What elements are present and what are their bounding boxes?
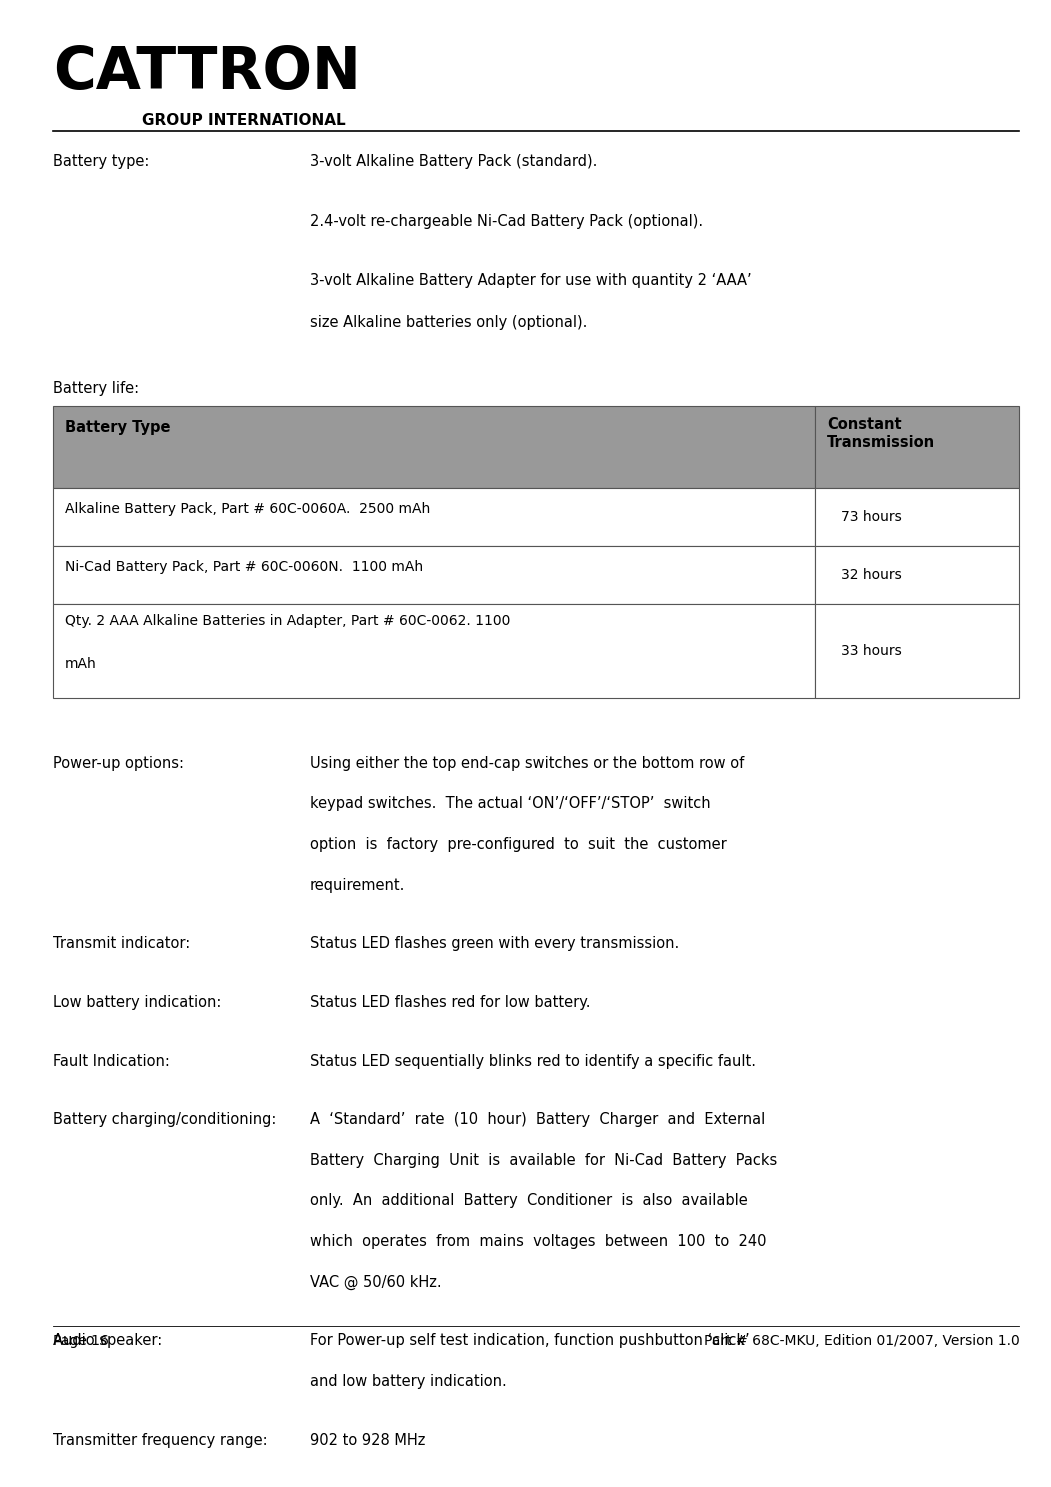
Bar [815,604,1019,697]
Text: and low battery indication.: and low battery indication. [310,1374,507,1389]
Bar [53,604,815,697]
Text: Fault Indication:: Fault Indication: [53,1053,169,1069]
Text: 3-volt Alkaline Battery Adapter for use with quantity 2 ‘AAA’: 3-volt Alkaline Battery Adapter for use … [310,274,751,288]
Text: 32 hours: 32 hours [841,568,902,583]
Text: Part # 68C-MKU, Edition 01/2007, Version 1.0: Part # 68C-MKU, Edition 01/2007, Version… [704,1334,1019,1347]
Text: Ni-Cad Battery Pack, Part # 60C-0060N.  1100 mAh: Ni-Cad Battery Pack, Part # 60C-0060N. 1… [65,561,424,574]
Text: Low battery indication:: Low battery indication: [53,995,221,1010]
Text: keypad switches.  The actual ‘ON’/‘OFF’/‘STOP’  switch: keypad switches. The actual ‘ON’/‘OFF’/‘… [310,797,710,812]
Text: Transmitter frequency range:: Transmitter frequency range: [53,1432,267,1447]
Text: Transmit indicator:: Transmit indicator: [53,937,190,952]
Text: A  ‘Standard’  rate  (10  hour)  Battery  Charger  and  External: A ‘Standard’ rate (10 hour) Battery Char… [310,1112,765,1127]
Text: Battery  Charging  Unit  is  available  for  Ni-Cad  Battery  Packs: Battery Charging Unit is available for N… [310,1152,778,1167]
Bar [53,546,815,604]
Text: VAC @ 50/60 kHz.: VAC @ 50/60 kHz. [310,1274,441,1289]
Text: mAh: mAh [65,657,97,671]
Bar [815,406,1019,488]
Bar [815,546,1019,604]
Text: Alkaline Battery Pack, Part # 60C-0060A.  2500 mAh: Alkaline Battery Pack, Part # 60C-0060A.… [65,503,431,516]
Text: which  operates  from  mains  voltages  between  100  to  240: which operates from mains voltages betwe… [310,1234,766,1249]
Text: requirement.: requirement. [310,877,406,892]
Text: Audio speaker:: Audio speaker: [53,1334,162,1349]
Text: 2.4-volt re-chargeable Ni-Cad Battery Pack (optional).: 2.4-volt re-chargeable Ni-Cad Battery Pa… [310,214,703,229]
Text: 902 to 928 MHz: 902 to 928 MHz [310,1432,426,1447]
Text: Qty. 2 AAA Alkaline Batteries in Adapter, Part # 60C-0062. 1100: Qty. 2 AAA Alkaline Batteries in Adapter… [65,614,511,628]
Text: Status LED flashes green with every transmission.: Status LED flashes green with every tran… [310,937,679,952]
Text: GROUP INTERNATIONAL: GROUP INTERNATIONAL [142,113,346,128]
Text: Battery charging/conditioning:: Battery charging/conditioning: [53,1112,276,1127]
Text: Battery type:: Battery type: [53,155,149,170]
Text: option  is  factory  pre-configured  to  suit  the  customer: option is factory pre-configured to suit… [310,837,727,852]
Bar [53,488,815,546]
Text: 33 hours: 33 hours [841,644,902,659]
Text: Battery life:: Battery life: [53,382,139,397]
Text: CATTRON: CATTRON [54,45,362,101]
Text: Page 16: Page 16 [53,1334,108,1347]
Text: Battery Type: Battery Type [65,419,170,434]
Bar [815,488,1019,546]
Bar [53,406,815,488]
Text: Status LED sequentially blinks red to identify a specific fault.: Status LED sequentially blinks red to id… [310,1053,756,1069]
Text: Constant
Transmission: Constant Transmission [827,416,935,451]
Text: 73 hours: 73 hours [841,510,902,525]
Text: size Alkaline batteries only (optional).: size Alkaline batteries only (optional). [310,315,588,330]
Text: Status LED flashes red for low battery.: Status LED flashes red for low battery. [310,995,591,1010]
Text: For Power-up self test indication, function pushbutton ‘click’: For Power-up self test indication, funct… [310,1334,749,1349]
Text: Using either the top end-cap switches or the bottom row of: Using either the top end-cap switches or… [310,755,744,770]
Text: Power-up options:: Power-up options: [53,755,184,770]
Text: only.  An  additional  Battery  Conditioner  is  also  available: only. An additional Battery Conditioner … [310,1194,748,1209]
Text: 3-volt Alkaline Battery Pack (standard).: 3-volt Alkaline Battery Pack (standard). [310,155,597,170]
